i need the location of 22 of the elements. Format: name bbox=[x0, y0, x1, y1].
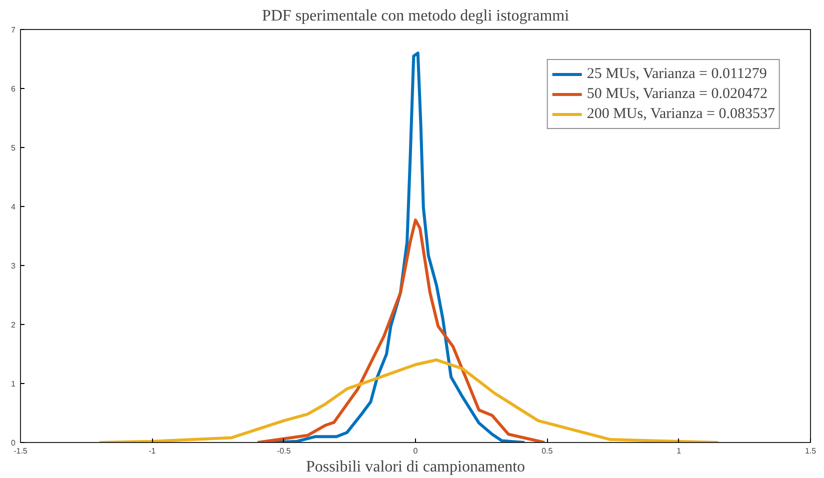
y-tick-label: 4 bbox=[11, 202, 16, 212]
x-tick-label: -0.5 bbox=[276, 446, 292, 456]
y-tick-label: 0 bbox=[11, 438, 16, 448]
x-tick-label: 1.5 bbox=[804, 446, 817, 456]
y-tick-label: 2 bbox=[11, 320, 16, 330]
line-series bbox=[256, 218, 546, 442]
legend-label: 200 MUs, Varianza = 0.083537 bbox=[586, 106, 775, 122]
x-tick-label: 0 bbox=[413, 446, 418, 456]
chart-title: PDF sperimentale con metodo degli istogrammi bbox=[262, 8, 570, 24]
x-tick-label: 0.5 bbox=[542, 446, 554, 456]
y-tick-label: 5 bbox=[11, 144, 16, 152]
x-tick-label: -1.5 bbox=[14, 446, 28, 456]
x-tick-label: 1 bbox=[676, 446, 682, 456]
x-axis-title: Possibili valori di campionamento bbox=[306, 458, 526, 476]
x-tick-label: -1 bbox=[148, 446, 156, 456]
legend-label: 25 MUs, Varianza = 0.011279 bbox=[586, 66, 767, 82]
y-tick-label: 3 bbox=[11, 262, 16, 270]
y-tick-label: 7 bbox=[11, 26, 16, 34]
line-series bbox=[98, 358, 720, 442]
y-tick-label: 6 bbox=[11, 84, 16, 94]
legend-label: 50 MUs, Varianza = 0.020472 bbox=[586, 86, 768, 102]
y-tick-label: 1 bbox=[11, 380, 16, 388]
